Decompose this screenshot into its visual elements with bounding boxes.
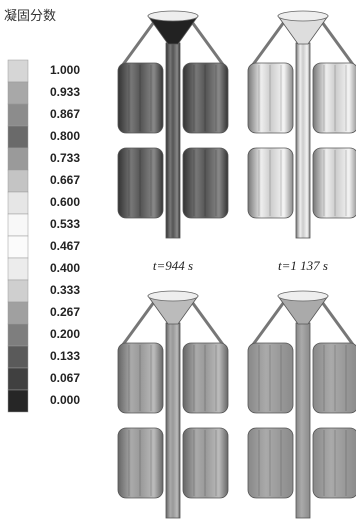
simulation-panel bbox=[118, 11, 228, 238]
swatch bbox=[8, 346, 28, 368]
figure: 凝固分数 1.000 0.933 0.867 0.800 0.733 0.667 0.600… bbox=[0, 0, 356, 528]
support bbox=[122, 22, 154, 66]
legend-label: 0.867 bbox=[50, 107, 80, 121]
simulation-panel bbox=[118, 291, 228, 518]
funnel-rim bbox=[148, 291, 198, 301]
swatch bbox=[8, 390, 28, 412]
swatch bbox=[8, 148, 28, 170]
colorbar bbox=[8, 60, 28, 412]
funnel-rim bbox=[278, 291, 328, 301]
legend-label: 0.333 bbox=[50, 283, 80, 297]
swatch bbox=[8, 280, 28, 302]
swatch bbox=[8, 214, 28, 236]
legend-label: 0.467 bbox=[50, 239, 80, 253]
legend-label: 1.000 bbox=[50, 63, 80, 77]
legend-label: 0.800 bbox=[50, 129, 80, 143]
legend-label: 0.600 bbox=[50, 195, 80, 209]
swatch bbox=[8, 324, 28, 346]
support bbox=[122, 302, 154, 346]
legend-label: 0.733 bbox=[50, 151, 80, 165]
legend-label: 0.400 bbox=[50, 261, 80, 275]
legend-label: 0.067 bbox=[50, 371, 80, 385]
legend-label: 0.667 bbox=[50, 173, 80, 187]
support bbox=[252, 22, 284, 66]
swatch bbox=[8, 104, 28, 126]
panel-caption: t=1 137 s bbox=[278, 258, 328, 273]
simulation-panel bbox=[248, 11, 356, 238]
support bbox=[192, 302, 224, 346]
support bbox=[252, 302, 284, 346]
center-plate bbox=[166, 323, 180, 518]
legend-label: 0.133 bbox=[50, 349, 80, 363]
simulation-panel bbox=[248, 291, 356, 518]
swatch bbox=[8, 368, 28, 390]
legend-label: 0.267 bbox=[50, 305, 80, 319]
center-plate bbox=[296, 43, 310, 238]
swatch bbox=[8, 60, 28, 82]
legend-title: 凝固分数 bbox=[4, 8, 56, 24]
support bbox=[192, 22, 224, 66]
swatch bbox=[8, 126, 28, 148]
support bbox=[322, 302, 354, 346]
swatch bbox=[8, 82, 28, 104]
funnel-rim bbox=[278, 11, 328, 21]
legend-label: 0.200 bbox=[50, 327, 80, 341]
swatch bbox=[8, 236, 28, 258]
center-plate bbox=[296, 323, 310, 518]
panel-caption: t=944 s bbox=[153, 258, 193, 273]
swatch bbox=[8, 302, 28, 324]
center-plate bbox=[166, 43, 180, 238]
swatch bbox=[8, 192, 28, 214]
legend-label: 0.933 bbox=[50, 85, 80, 99]
support bbox=[322, 22, 354, 66]
swatch bbox=[8, 258, 28, 280]
legend-label: 0.000 bbox=[50, 393, 80, 407]
legend-label: 0.533 bbox=[50, 217, 80, 231]
swatch bbox=[8, 170, 28, 192]
funnel-rim bbox=[148, 11, 198, 21]
